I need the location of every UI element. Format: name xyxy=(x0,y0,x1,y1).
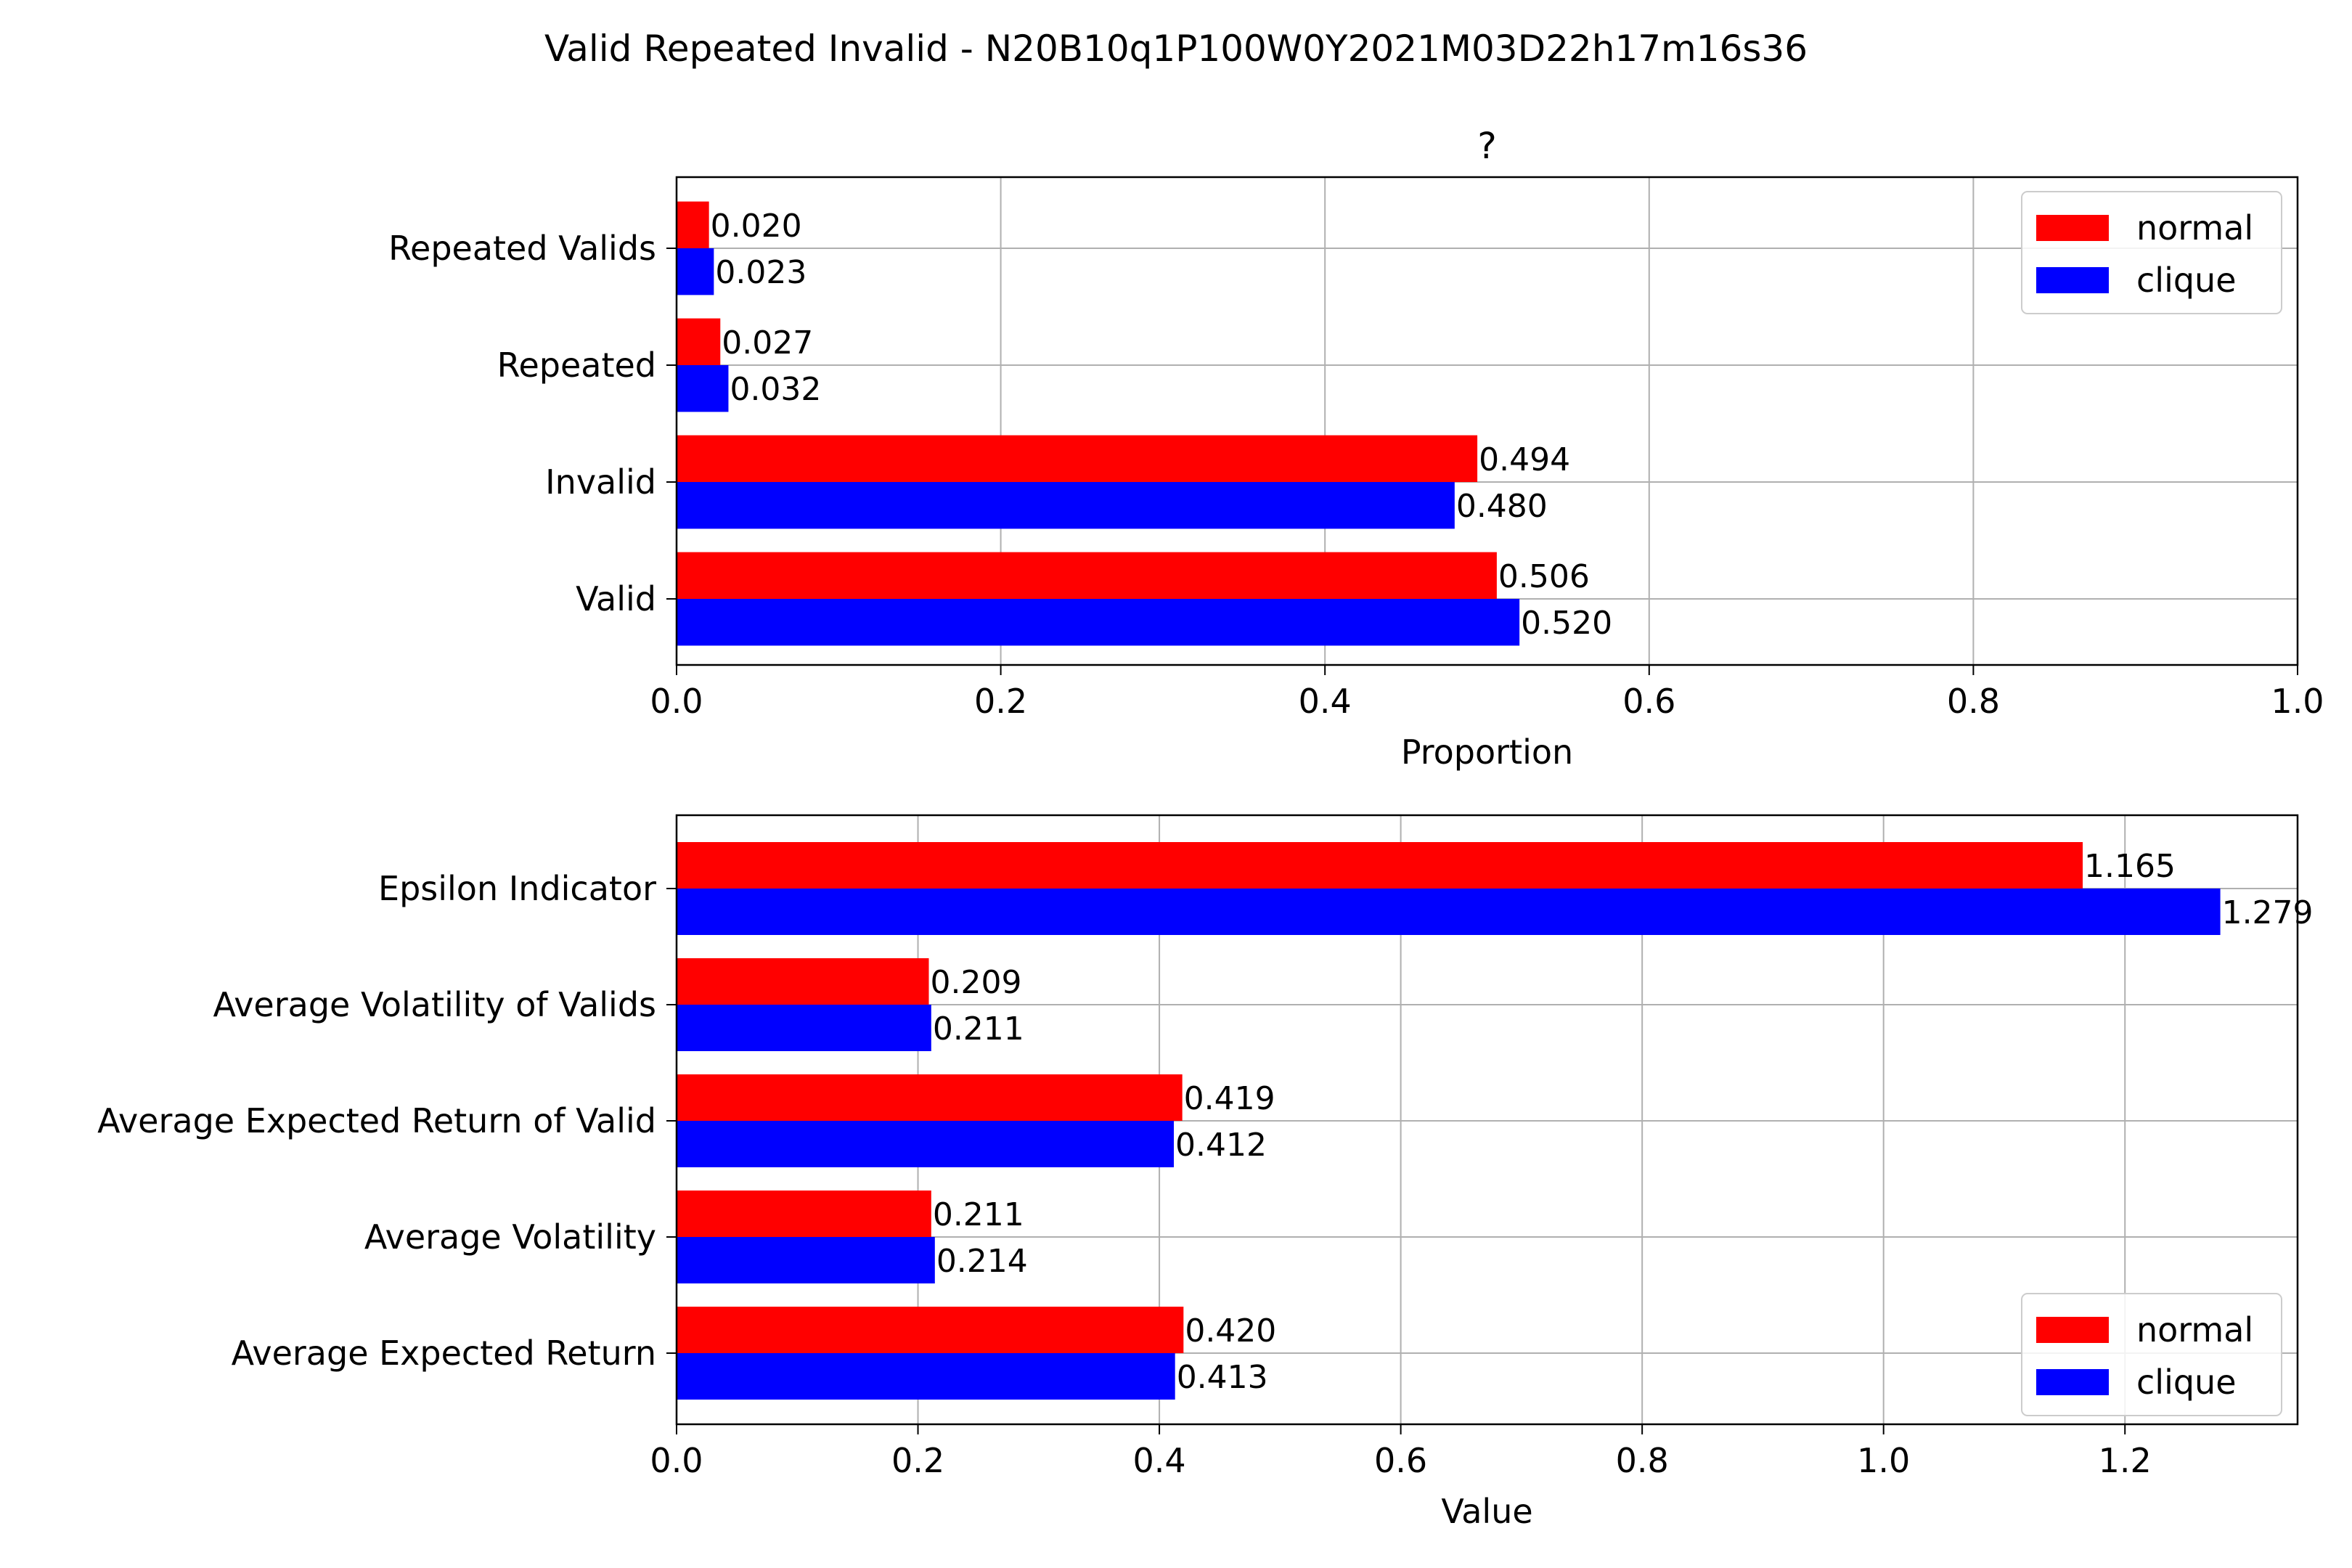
data-label-normal: 0.209 xyxy=(931,964,1022,1001)
chart-proportion: 0.506 0.520 Valid 0.494 0.480 Invalid 0.027 0.0… xyxy=(388,125,2324,772)
x-tick-label: 0.6 xyxy=(1374,1441,1427,1480)
legend-swatch-normal xyxy=(2036,1317,2109,1343)
x-tick-label: 0.4 xyxy=(1133,1441,1186,1480)
bar-normal xyxy=(677,1074,1183,1121)
data-label-clique: 1.279 xyxy=(2222,894,2314,931)
x-tick-label: 1.0 xyxy=(2271,682,2324,721)
x-tick-label: 0.8 xyxy=(1947,682,2000,721)
bar-clique xyxy=(677,365,729,412)
data-label-normal: 0.494 xyxy=(1479,441,1570,478)
plot-frame xyxy=(675,814,2299,1426)
bar-clique xyxy=(677,1005,931,1051)
bar-normal xyxy=(677,435,1478,482)
figure-title: Valid Repeated Invalid - N20B10q1P100W0Y… xyxy=(544,28,1808,70)
data-label-clique: 0.520 xyxy=(1521,605,1612,642)
bar-normal xyxy=(677,842,2083,889)
plot-frame xyxy=(675,176,2299,666)
x-tick-label: 0.4 xyxy=(1299,682,1352,721)
bar-normal xyxy=(677,318,721,365)
bar-normal xyxy=(677,958,929,1005)
bar-clique xyxy=(677,1121,1175,1167)
bar-clique xyxy=(677,599,1520,646)
bar-normal xyxy=(677,1191,931,1237)
legend-label-normal: normal xyxy=(2136,208,2253,248)
data-label-clique: 0.023 xyxy=(715,254,807,291)
bar-clique xyxy=(677,1237,935,1283)
x-tick-label: 0.0 xyxy=(650,682,703,721)
chart-value: 0.420 0.413 Average Expected Return 0.211 0.… xyxy=(97,814,2314,1531)
data-label-normal: 0.419 xyxy=(1184,1080,1275,1117)
legend-swatch-clique xyxy=(2036,267,2109,293)
x-tick-label: 0.2 xyxy=(974,682,1027,721)
bar-normal xyxy=(677,552,1497,599)
data-label-clique: 0.480 xyxy=(1456,488,1548,525)
data-label-clique: 0.211 xyxy=(933,1010,1024,1048)
data-label-normal: 0.420 xyxy=(1185,1312,1276,1349)
chart-title: ? xyxy=(1477,125,1497,167)
legend-swatch-normal xyxy=(2036,215,2109,241)
legend: normal clique xyxy=(2021,191,2282,314)
y-tick-label: Epsilon Indicator xyxy=(378,869,656,908)
bar-clique xyxy=(677,1353,1175,1400)
legend-label-normal: normal xyxy=(2136,1310,2253,1349)
y-tick-label: Invalid xyxy=(545,462,656,502)
bar-clique xyxy=(677,248,714,295)
legend-label-clique: clique xyxy=(2136,1363,2237,1402)
bar-clique xyxy=(677,482,1455,529)
x-tick-label: 1.0 xyxy=(1857,1441,1910,1480)
data-label-clique: 0.032 xyxy=(730,371,821,408)
data-label-clique: 0.412 xyxy=(1175,1127,1267,1164)
x-tick-label: 1.2 xyxy=(2099,1441,2152,1480)
bar-normal xyxy=(677,201,709,248)
bar-clique xyxy=(677,889,2221,935)
y-tick-label: Average Expected Return of Valid xyxy=(97,1101,656,1140)
y-tick-label: Average Expected Return xyxy=(232,1334,656,1373)
data-label-normal: 0.027 xyxy=(722,324,813,362)
y-tick-label: Average Volatility of Valids xyxy=(213,985,656,1024)
y-tick-label: Average Volatility xyxy=(364,1217,656,1257)
data-label-normal: 0.211 xyxy=(933,1196,1024,1233)
data-label-normal: 0.506 xyxy=(1498,558,1590,595)
x-tick-label: 0.8 xyxy=(1616,1441,1669,1480)
x-tick-label: 0.2 xyxy=(891,1441,944,1480)
bar-normal xyxy=(677,1307,1184,1353)
legend: normal clique xyxy=(2021,1293,2282,1416)
x-tick-label: 0.0 xyxy=(650,1441,703,1480)
y-tick-label: Repeated Valids xyxy=(388,229,656,268)
x-axis-label: Proportion xyxy=(1401,732,1573,772)
data-label-clique: 0.413 xyxy=(1177,1359,1268,1396)
x-tick-label: 0.6 xyxy=(1622,682,1675,721)
legend-label-clique: clique xyxy=(2136,261,2237,300)
data-label-clique: 0.214 xyxy=(936,1243,1028,1280)
y-tick-label: Valid xyxy=(576,579,656,618)
data-label-normal: 0.020 xyxy=(711,208,802,245)
y-tick-label: Repeated xyxy=(497,346,656,385)
x-axis-label: Value xyxy=(1441,1492,1532,1531)
legend-swatch-clique xyxy=(2036,1369,2109,1395)
data-label-normal: 1.165 xyxy=(2084,848,2176,885)
